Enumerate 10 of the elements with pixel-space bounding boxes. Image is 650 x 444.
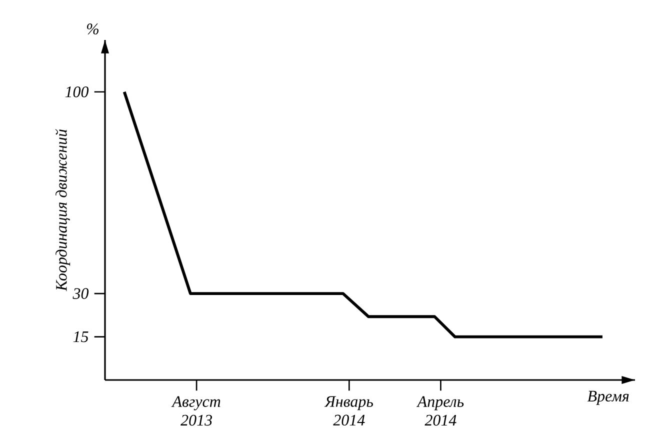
x-tick-label: Август 2013 xyxy=(171,396,220,426)
text: % xyxy=(86,24,98,34)
y-axis-title: Координация движений xyxy=(55,129,70,292)
x-tick-label: Апрель 2014 xyxy=(416,396,464,426)
line-series xyxy=(122,90,604,338)
y-tick-label: 15 xyxy=(73,331,88,342)
x-axis-title: Время xyxy=(587,390,629,405)
y-tick-label: 100 xyxy=(65,86,89,98)
x-tick-label: Январь 2014 xyxy=(324,396,373,426)
y-tick-label: 30 xyxy=(72,288,89,299)
